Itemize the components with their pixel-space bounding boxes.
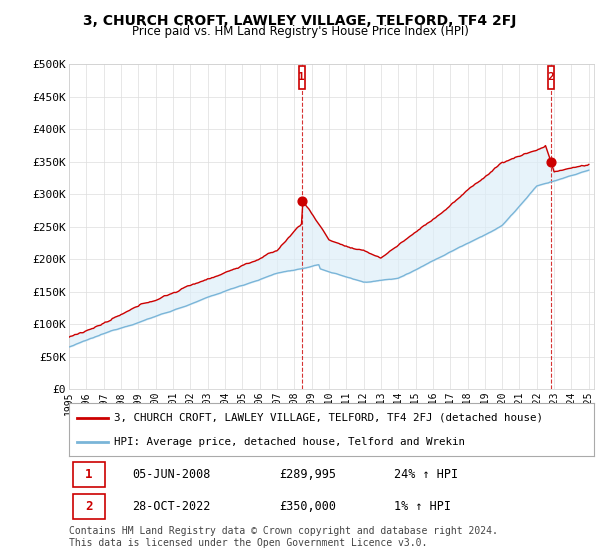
Text: Contains HM Land Registry data © Crown copyright and database right 2024.
This d: Contains HM Land Registry data © Crown c…: [69, 526, 498, 548]
FancyBboxPatch shape: [548, 66, 554, 88]
Point: [297, 197, 307, 206]
Text: 3, CHURCH CROFT, LAWLEY VILLAGE, TELFORD, TF4 2FJ (detached house): 3, CHURCH CROFT, LAWLEY VILLAGE, TELFORD…: [113, 413, 542, 423]
Text: 1: 1: [85, 468, 93, 481]
Text: 3, CHURCH CROFT, LAWLEY VILLAGE, TELFORD, TF4 2FJ: 3, CHURCH CROFT, LAWLEY VILLAGE, TELFORD…: [83, 14, 517, 28]
FancyBboxPatch shape: [73, 494, 105, 519]
Text: 2: 2: [85, 500, 93, 513]
Text: £289,995: £289,995: [279, 468, 336, 481]
FancyBboxPatch shape: [73, 462, 105, 487]
Text: Price paid vs. HM Land Registry's House Price Index (HPI): Price paid vs. HM Land Registry's House …: [131, 25, 469, 38]
Text: 05-JUN-2008: 05-JUN-2008: [132, 468, 211, 481]
Text: 1: 1: [298, 72, 305, 82]
Text: HPI: Average price, detached house, Telford and Wrekin: HPI: Average price, detached house, Telf…: [113, 437, 464, 447]
Text: 24% ↑ HPI: 24% ↑ HPI: [395, 468, 458, 481]
Text: £350,000: £350,000: [279, 500, 336, 513]
Text: 1% ↑ HPI: 1% ↑ HPI: [395, 500, 452, 513]
Text: 28-OCT-2022: 28-OCT-2022: [132, 500, 211, 513]
Text: 2: 2: [548, 72, 554, 82]
FancyBboxPatch shape: [299, 66, 305, 88]
Point: [547, 157, 556, 166]
